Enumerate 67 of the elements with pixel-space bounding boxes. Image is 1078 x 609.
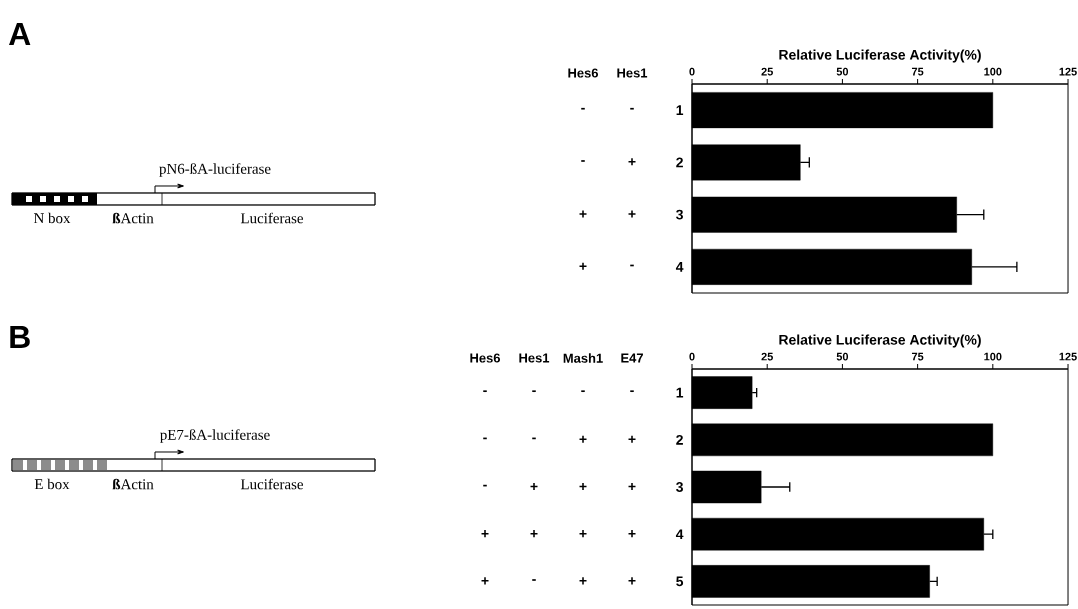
text: N box xyxy=(33,212,71,224)
text: + xyxy=(579,435,587,443)
x-tick-label: 50 xyxy=(836,67,849,76)
x-tick-label: 75 xyxy=(911,352,924,361)
x-tick-label: 125 xyxy=(1059,352,1077,361)
text: Hes6 xyxy=(470,353,501,363)
y-tick-label: 2 xyxy=(676,434,683,445)
text: - xyxy=(630,264,634,267)
y-tick-label: 1 xyxy=(676,105,684,115)
text: + xyxy=(628,435,636,443)
text: - xyxy=(630,107,634,110)
x-tick-label: 0 xyxy=(689,67,695,76)
text: - xyxy=(581,160,585,162)
text: + xyxy=(579,482,587,490)
text: + xyxy=(481,530,489,538)
text: Luciferase xyxy=(240,212,304,224)
text: - xyxy=(532,579,536,581)
x-tick-label: 75 xyxy=(911,67,924,76)
text: + xyxy=(481,577,489,585)
text: pE7-ßA-luciferase xyxy=(160,429,270,443)
text: + xyxy=(579,262,587,270)
y-tick-label: 4 xyxy=(675,262,684,272)
text: E47 xyxy=(621,353,643,363)
x-tick-label: 100 xyxy=(984,67,1002,76)
text: Hes1 xyxy=(519,353,550,363)
text: - xyxy=(483,484,487,487)
text: - xyxy=(532,390,536,393)
text: - xyxy=(483,390,487,393)
text: + xyxy=(579,530,587,538)
text: + xyxy=(628,577,636,585)
text: + xyxy=(628,210,636,218)
y-tick-label: 3 xyxy=(676,209,683,220)
text: + xyxy=(579,577,587,585)
text: - xyxy=(581,107,585,110)
y-tick-label: 3 xyxy=(676,482,683,492)
text: Mash1 xyxy=(563,353,603,363)
x-tick-label: 25 xyxy=(761,67,773,76)
text: - xyxy=(483,437,487,440)
x-tick-label: 0 xyxy=(689,352,695,361)
text: + xyxy=(579,210,587,218)
x-tick-label: 125 xyxy=(1059,67,1077,76)
y-tick-label: 5 xyxy=(676,576,684,587)
text: + xyxy=(530,530,538,538)
y-tick-label: 4 xyxy=(675,529,684,539)
x-axis-title: Relative Luciferase Activity(%) xyxy=(779,49,981,63)
text: E box xyxy=(34,478,70,490)
text: pN6-ßA-luciferase xyxy=(159,163,271,177)
y-tick-label: 1 xyxy=(676,387,684,398)
text: B xyxy=(10,326,30,348)
y-tick-label: 2 xyxy=(676,157,683,168)
text: + xyxy=(530,482,538,490)
text: Hes1 xyxy=(617,68,648,78)
text: A xyxy=(9,23,31,45)
x-axis-title: Relative Luciferase Activity(%) xyxy=(779,334,981,348)
text: - xyxy=(581,390,585,393)
x-tick-label: 100 xyxy=(984,352,1002,361)
text: Hes6 xyxy=(568,68,599,78)
text: - xyxy=(532,437,536,440)
text: ßActin xyxy=(112,212,154,224)
x-tick-label: 25 xyxy=(761,352,773,361)
text: + xyxy=(628,158,636,166)
x-tick-label: 50 xyxy=(836,352,849,361)
text: - xyxy=(630,390,634,393)
text: Luciferase xyxy=(240,478,304,490)
text: + xyxy=(628,482,636,490)
text: ßActin xyxy=(112,478,154,490)
text: + xyxy=(628,530,636,538)
